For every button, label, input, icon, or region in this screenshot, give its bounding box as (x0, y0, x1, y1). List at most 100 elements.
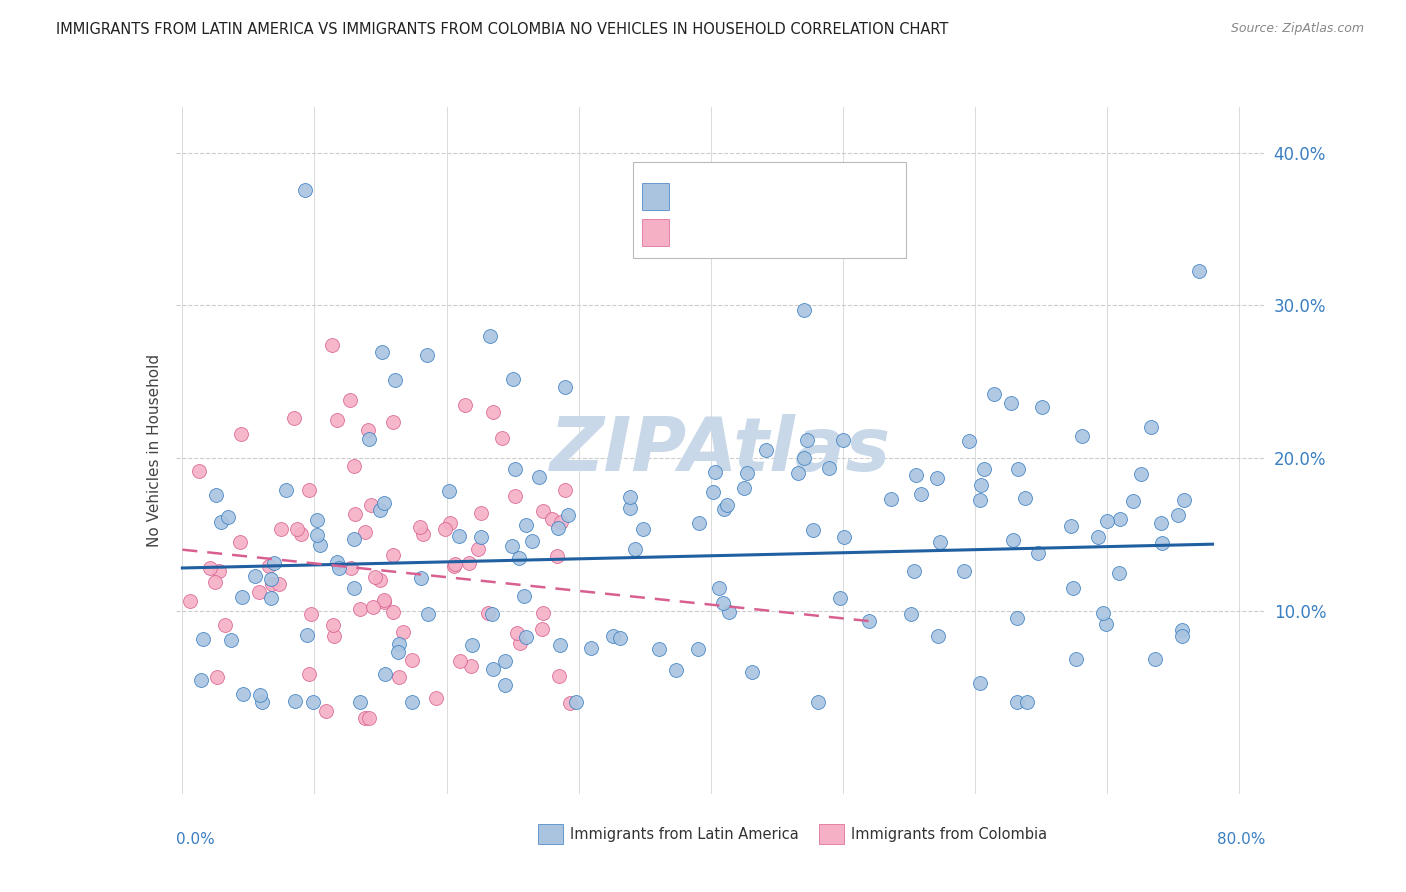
Point (460, 659, 482, 673)
Point (527, 470, 550, 484)
Point (285, 522, 308, 536)
Point (929, 535, 952, 549)
Point (506, 626, 529, 640)
Point (531, 504, 554, 518)
Point (1094, 616, 1116, 631)
Point (828, 591, 851, 606)
Point (205, 670, 228, 684)
Point (1095, 514, 1118, 528)
Point (1087, 530, 1109, 544)
Point (298, 483, 321, 497)
Point (444, 558, 467, 572)
Point (467, 542, 489, 557)
Text: 0.0%: 0.0% (176, 831, 215, 847)
Point (294, 183, 316, 197)
Point (707, 581, 730, 595)
Point (481, 607, 503, 621)
Point (970, 478, 993, 492)
Text: N =: N = (789, 227, 823, 242)
Text: -0.073: -0.073 (710, 225, 769, 244)
Point (619, 501, 641, 516)
Point (470, 506, 492, 520)
Point (437, 483, 460, 498)
Point (231, 590, 253, 604)
Point (515, 630, 537, 644)
Point (425, 691, 447, 706)
Point (411, 571, 433, 585)
Point (229, 427, 252, 442)
Point (307, 527, 329, 541)
Point (460, 638, 482, 652)
Point (360, 498, 382, 512)
Point (357, 423, 380, 437)
Point (554, 483, 576, 497)
Point (371, 344, 394, 359)
Point (283, 410, 305, 425)
Point (349, 601, 371, 615)
Point (458, 556, 481, 570)
Point (546, 549, 568, 564)
Point (243, 568, 266, 582)
Point (416, 348, 439, 362)
Point (796, 434, 818, 448)
Point (558, 697, 581, 711)
Point (609, 631, 631, 645)
Point (418, 607, 440, 621)
Point (520, 534, 543, 549)
Point (481, 662, 503, 676)
Point (953, 564, 976, 578)
Point (328, 561, 350, 575)
Point (373, 496, 395, 510)
Point (249, 688, 271, 702)
Point (290, 526, 312, 541)
Point (1152, 536, 1174, 550)
Point (793, 303, 815, 318)
Point (969, 493, 991, 508)
Point (482, 405, 505, 419)
Point (648, 641, 671, 656)
Point (755, 443, 778, 458)
Point (299, 607, 322, 621)
Point (494, 678, 516, 692)
Point (501, 539, 523, 553)
Point (384, 373, 406, 387)
Point (477, 607, 499, 621)
Point (302, 695, 325, 709)
Point (1070, 429, 1092, 443)
Point (502, 372, 524, 386)
Point (702, 485, 724, 500)
Point (354, 710, 377, 724)
Point (321, 338, 343, 352)
Point (793, 451, 815, 466)
Point (343, 532, 366, 546)
Point (904, 468, 927, 483)
Text: 0.105: 0.105 (716, 189, 768, 208)
Point (250, 695, 273, 709)
Point (401, 695, 423, 709)
Point (1167, 508, 1189, 522)
Point (270, 522, 292, 536)
Text: 80.0%: 80.0% (1218, 831, 1265, 847)
Point (387, 645, 409, 659)
Point (198, 560, 221, 574)
Point (1130, 467, 1153, 481)
Point (807, 695, 830, 709)
Point (349, 695, 371, 709)
Point (479, 328, 502, 343)
Point (260, 572, 283, 586)
Point (579, 641, 602, 656)
Point (388, 670, 411, 684)
Point (257, 558, 280, 573)
Point (910, 487, 932, 501)
Point (548, 669, 571, 683)
Point (505, 489, 527, 503)
Point (204, 574, 226, 589)
Point (665, 663, 688, 677)
Point (364, 570, 387, 584)
Point (704, 465, 727, 479)
Point (308, 538, 330, 552)
Point (208, 564, 231, 578)
Point (509, 636, 531, 650)
Point (550, 515, 572, 529)
Point (262, 576, 284, 591)
